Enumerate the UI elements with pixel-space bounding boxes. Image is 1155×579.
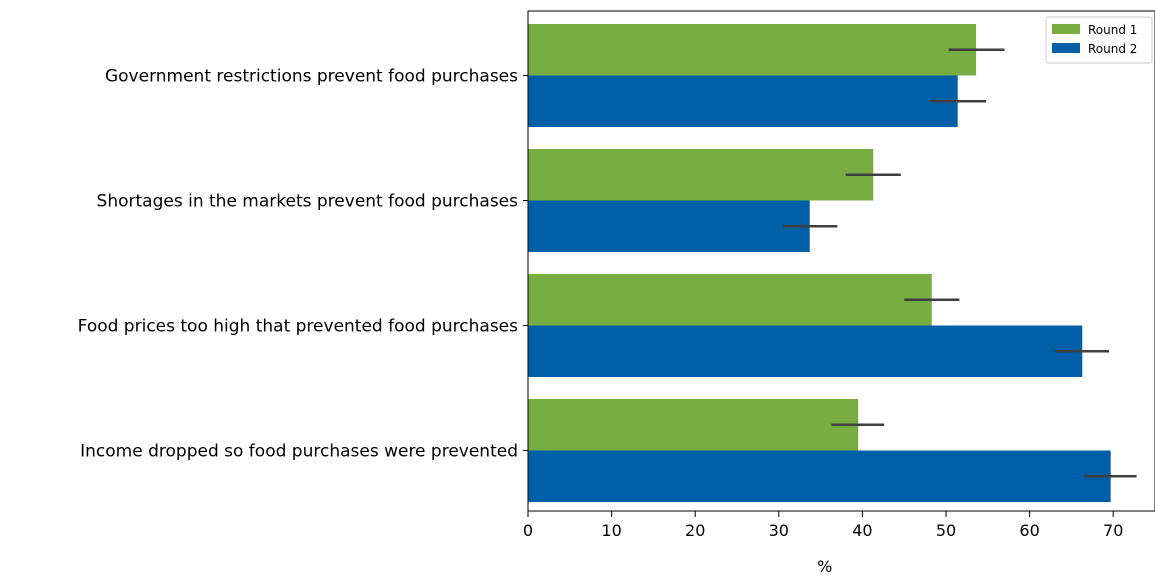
- legend-label-1: Round 1: [1088, 23, 1137, 37]
- bars-layer: [528, 24, 1111, 502]
- legend-swatch-1: [1052, 24, 1080, 34]
- error-bars-layer: [782, 48, 1137, 478]
- y-category-labels: Government restrictions prevent food pur…: [78, 67, 528, 462]
- axes-layer: [527, 10, 1155, 512]
- legend-swatch-2: [1052, 43, 1080, 53]
- x-tick-label-60: 60: [1019, 521, 1039, 540]
- bar-2-1: [528, 75, 958, 127]
- bar-1-3: [528, 274, 932, 326]
- plot-frame: [527, 10, 1155, 512]
- bar-2-3: [528, 325, 1083, 377]
- x-ticks: 0 10 20 30 40 50 60 70: [523, 511, 1123, 540]
- category-label-2: Shortages in the markets prevent food pu…: [97, 192, 519, 212]
- bar-2-2: [528, 200, 810, 252]
- x-tick-label-30: 30: [769, 521, 789, 540]
- x-tick-label-0: 0: [523, 521, 533, 540]
- x-tick-label-10: 10: [601, 521, 621, 540]
- x-tick-label-40: 40: [852, 521, 872, 540]
- x-axis-label: %: [817, 557, 832, 574]
- category-label-4: Income dropped so food purchases were pr…: [80, 442, 518, 462]
- bar-1-2: [528, 149, 874, 201]
- category-label-1: Government restrictions prevent food pur…: [105, 67, 518, 87]
- legend-items: Round 1 Round 2: [1052, 23, 1137, 56]
- x-tick-label-50: 50: [936, 521, 956, 540]
- legend: Round 1 Round 2: [1045, 16, 1153, 64]
- bar-1-4: [528, 399, 859, 451]
- x-tick-label-70: 70: [1103, 521, 1123, 540]
- category-label-3: Food prices too high that prevented food…: [78, 317, 518, 337]
- x-tick-label-20: 20: [685, 521, 705, 540]
- bar-2-4: [528, 450, 1111, 502]
- bar-1-1: [528, 24, 977, 76]
- legend-label-2: Round 2: [1088, 42, 1137, 56]
